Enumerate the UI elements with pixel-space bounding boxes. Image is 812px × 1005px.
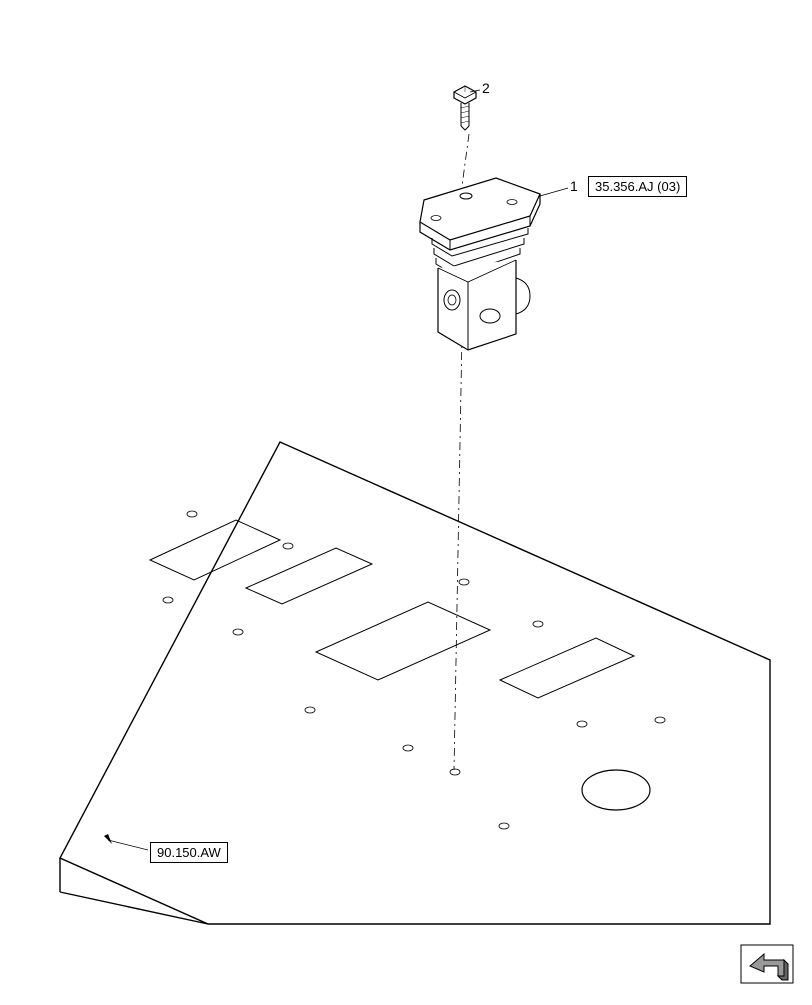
reference-box-1: 35.356.AJ (03): [588, 176, 687, 197]
exploded-view-diagram: 2 1 35.356.AJ (03) 90.150.AW: [0, 0, 812, 1000]
callout-number-1: 1: [570, 178, 578, 194]
return-arrow-icon[interactable]: [740, 944, 794, 984]
callout-arrowhead: [104, 834, 112, 844]
callout-number-2: 2: [482, 80, 490, 96]
assembly-axis-line: [462, 134, 469, 186]
reference-box-2: 90.150.AW: [150, 842, 228, 863]
callout-leader-1: [540, 188, 568, 196]
assembly-axis-line-lower: [454, 334, 462, 770]
valve-body-part: [420, 178, 540, 350]
diagram-svg: [0, 0, 812, 1000]
bolt-part: [454, 86, 476, 130]
callout-leader-plate: [108, 840, 148, 850]
